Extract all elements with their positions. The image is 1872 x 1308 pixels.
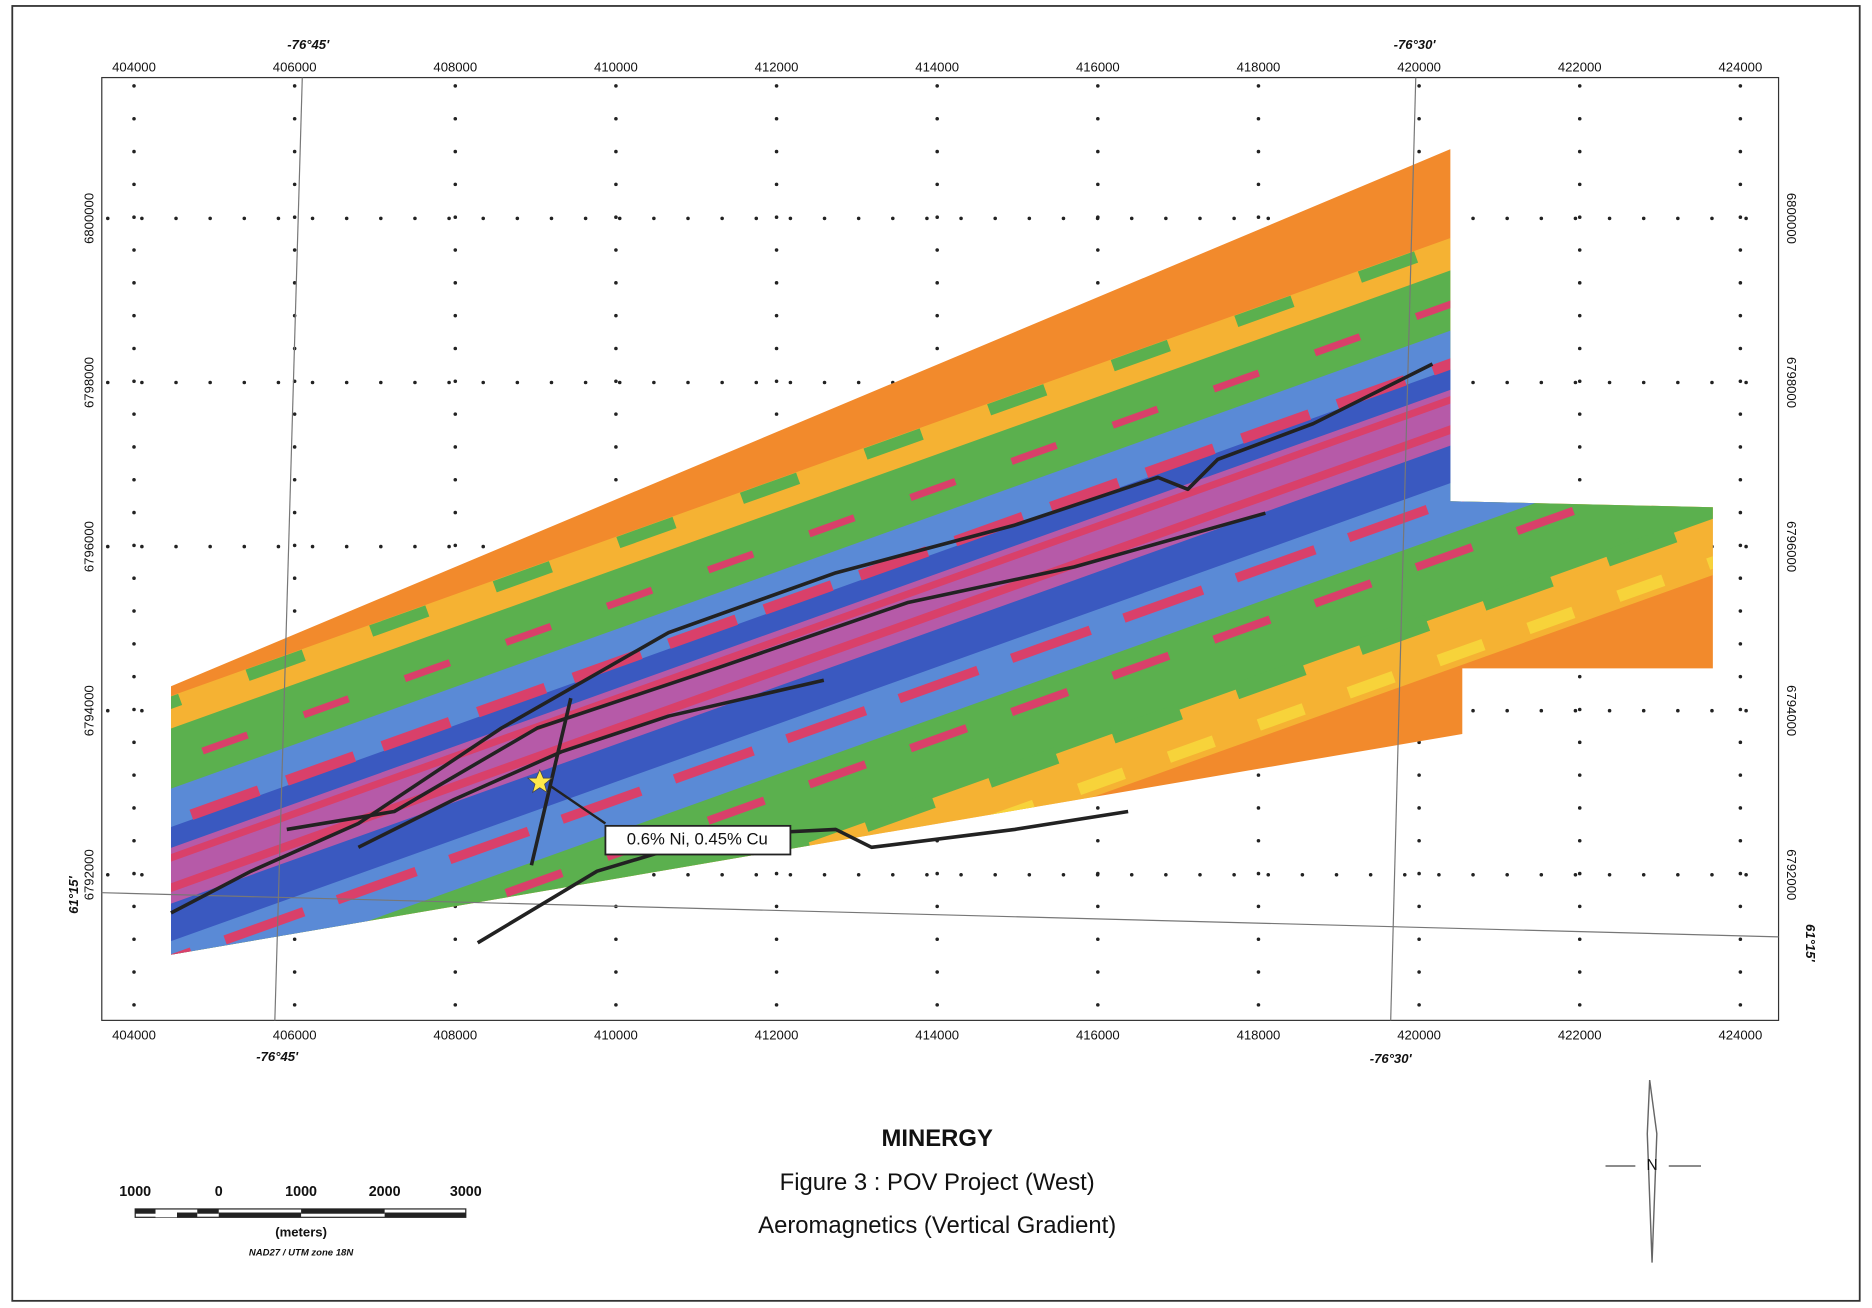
title: MINERGY (882, 1125, 993, 1152)
x-tick-label: 404000 (112, 59, 156, 74)
x-tick-label: 408000 (433, 59, 477, 74)
longitude-label: -76°45' (287, 37, 330, 52)
scale-segment (135, 1209, 155, 1214)
annotation-text: 0.6% Ni, 0.45% Cu (627, 830, 768, 849)
x-tick-label: 420000 (1397, 59, 1441, 74)
page: {"map": { "title": "MINERGY", "subtitle"… (0, 0, 1872, 1308)
x-tick-label: 416000 (1076, 59, 1120, 74)
longitude-label: -76°30' (1370, 1051, 1413, 1066)
x-tick-label: 414000 (915, 59, 959, 74)
magnetic-grid (0, 123, 1790, 1176)
x-tick-label: 412000 (755, 59, 799, 74)
scale-segment (301, 1209, 385, 1214)
x-tick-label: 404000 (112, 1027, 156, 1042)
x-tick-label: 410000 (594, 59, 638, 74)
scale-label: 0 (215, 1184, 223, 1200)
y-tick-label: 6796000 (81, 521, 96, 572)
y-tick-label: 6794000 (81, 685, 96, 736)
scale-label: 3000 (450, 1184, 482, 1200)
y-tick-label: 6800000 (1784, 193, 1799, 244)
latitude-label: 61°15' (1803, 924, 1818, 962)
scale-label: 1000 (285, 1184, 317, 1200)
projection-label: NAD27 / UTM zone 18N (249, 1248, 354, 1259)
x-tick-label: 422000 (1558, 1027, 1602, 1042)
scale-label: 1000 (119, 1184, 151, 1200)
x-tick-label: 424000 (1718, 59, 1762, 74)
y-tick-label: 6792000 (1784, 849, 1799, 900)
longitude-label: -76°45' (256, 1049, 299, 1064)
subtitle: Figure 3 : POV Project (West) (780, 1169, 1095, 1196)
scale-bar: (meters) NAD27 / UTM zone 18N 1000 0 1000 2… (119, 1184, 481, 1259)
page-body: 0.6% Ni, 0.45% Cu 404000 404000 406000 4060… (0, 0, 1872, 1308)
scale-label: 2000 (369, 1184, 401, 1200)
x-tick-label: 410000 (594, 1027, 638, 1042)
x-tick-label: 412000 (755, 1027, 799, 1042)
scale-segment (219, 1213, 301, 1218)
north-label: N (1646, 1157, 1657, 1174)
map-figure: 0.6% Ni, 0.45% Cu 404000 404000 406000 4060… (0, 0, 1872, 1308)
caption: Aeromagnetics (Vertical Gradient) (758, 1212, 1116, 1239)
latitude-label: 61°15' (66, 875, 81, 913)
x-tick-label: 406000 (273, 1027, 317, 1042)
x-tick-label: 414000 (915, 1027, 959, 1042)
y-tick-label: 6798000 (1784, 357, 1799, 408)
scale-segment (197, 1209, 218, 1214)
x-tick-label: 420000 (1397, 1027, 1441, 1042)
scale-segment (155, 1213, 176, 1218)
y-tick-label: 6792000 (81, 849, 96, 900)
scale-segment (177, 1213, 197, 1218)
y-tick-label: 6794000 (1784, 685, 1799, 736)
scale-segment (385, 1213, 466, 1218)
y-tick-label: 6796000 (1784, 521, 1799, 572)
y-tick-label: 6798000 (81, 357, 96, 408)
scale-unit: (meters) (275, 1224, 327, 1239)
x-tick-label: 416000 (1076, 1027, 1120, 1042)
y-tick-label: 6800000 (81, 193, 96, 244)
x-tick-label: 406000 (273, 59, 317, 74)
x-tick-label: 424000 (1718, 1027, 1762, 1042)
x-tick-label: 408000 (433, 1027, 477, 1042)
x-tick-label: 422000 (1558, 59, 1602, 74)
x-tick-label: 418000 (1237, 1027, 1281, 1042)
longitude-label: -76°30' (1394, 37, 1437, 52)
x-tick-label: 418000 (1237, 59, 1281, 74)
